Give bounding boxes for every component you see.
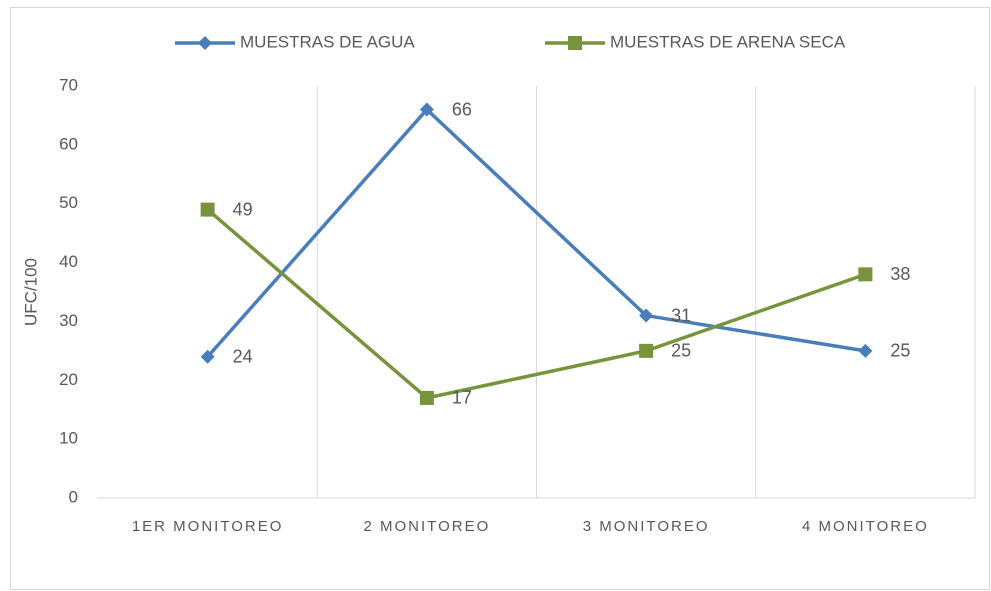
chart-border: [10, 7, 990, 590]
x-tick-label: 3 MONITOREO: [583, 518, 710, 535]
marker: [200, 349, 215, 364]
y-tick-label: 40: [59, 252, 78, 271]
data-label: 38: [890, 264, 910, 284]
legend-label: MUESTRAS DE ARENA SECA: [610, 32, 846, 51]
data-label: 25: [671, 341, 691, 361]
marker: [419, 390, 434, 405]
series-line: [206, 107, 866, 358]
y-tick-label: 20: [59, 370, 78, 389]
data-label: 66: [452, 99, 472, 119]
series-line: [206, 208, 866, 400]
y-tick-label: 60: [59, 134, 78, 153]
marker: [858, 267, 873, 282]
x-tick-label: 2 MONITOREO: [364, 518, 491, 535]
y-tick-label: 0: [69, 487, 78, 506]
legend-label: MUESTRAS DE AGUA: [240, 32, 415, 51]
data-label: 17: [452, 388, 472, 408]
data-label: 25: [890, 341, 910, 361]
data-label: 49: [233, 199, 253, 219]
marker: [419, 102, 434, 117]
y-tick-label: 10: [59, 429, 78, 448]
y-axis-label: UFC/100: [21, 258, 40, 326]
marker: [639, 343, 654, 358]
x-tick-label: 1ER MONITOREO: [132, 518, 284, 535]
y-tick-label: 50: [59, 193, 78, 212]
marker: [198, 36, 212, 50]
marker: [568, 36, 582, 50]
marker: [639, 308, 654, 323]
marker: [858, 343, 873, 358]
data-label: 24: [233, 346, 253, 366]
y-tick-label: 30: [59, 311, 78, 330]
x-tick-label: 4 MONITOREO: [802, 518, 929, 535]
data-label: 31: [671, 305, 691, 325]
marker: [200, 202, 215, 217]
y-tick-label: 70: [59, 75, 78, 94]
